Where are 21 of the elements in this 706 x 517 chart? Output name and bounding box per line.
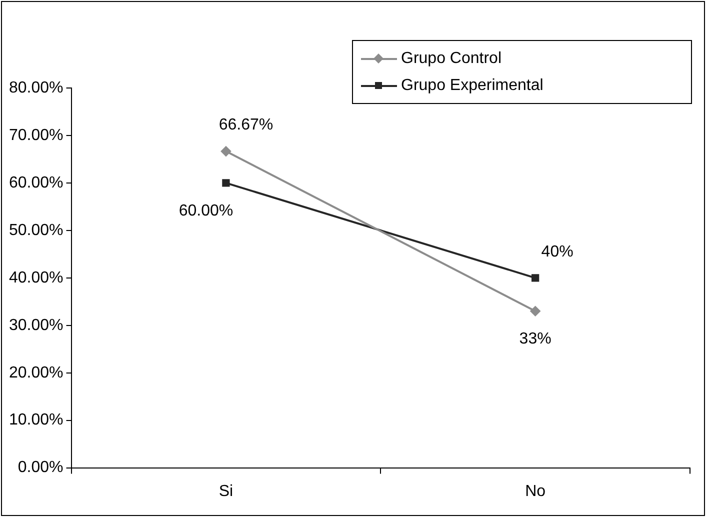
x-tick-label: No — [525, 482, 546, 500]
y-tick-label: 70.00% — [9, 126, 64, 144]
y-tick-label: 10.00% — [9, 412, 64, 429]
y-tick-label: 40.00% — [9, 269, 64, 286]
data-label: 66.67% — [218, 116, 274, 134]
point — [222, 179, 230, 187]
y-tick-label: 0.00% — [18, 459, 64, 476]
y-tick-label: 20.00% — [9, 364, 64, 382]
y-tick-label: 50.00% — [9, 222, 64, 239]
data-label: 33% — [519, 330, 552, 348]
y-tick-label: 60.00% — [9, 174, 64, 192]
data-label: 60.00% — [178, 202, 234, 220]
y-tick-label: 80.00% — [9, 79, 64, 96]
legend-label: Grupo Control — [401, 50, 502, 68]
y-tick-label: 30.00% — [9, 316, 64, 334]
data-label: 40% — [541, 243, 574, 260]
legend-label: Grupo Experimental — [401, 76, 544, 94]
x-tick-label: Si — [218, 482, 234, 500]
point — [530, 306, 540, 316]
point — [220, 146, 231, 156]
point — [531, 274, 540, 282]
